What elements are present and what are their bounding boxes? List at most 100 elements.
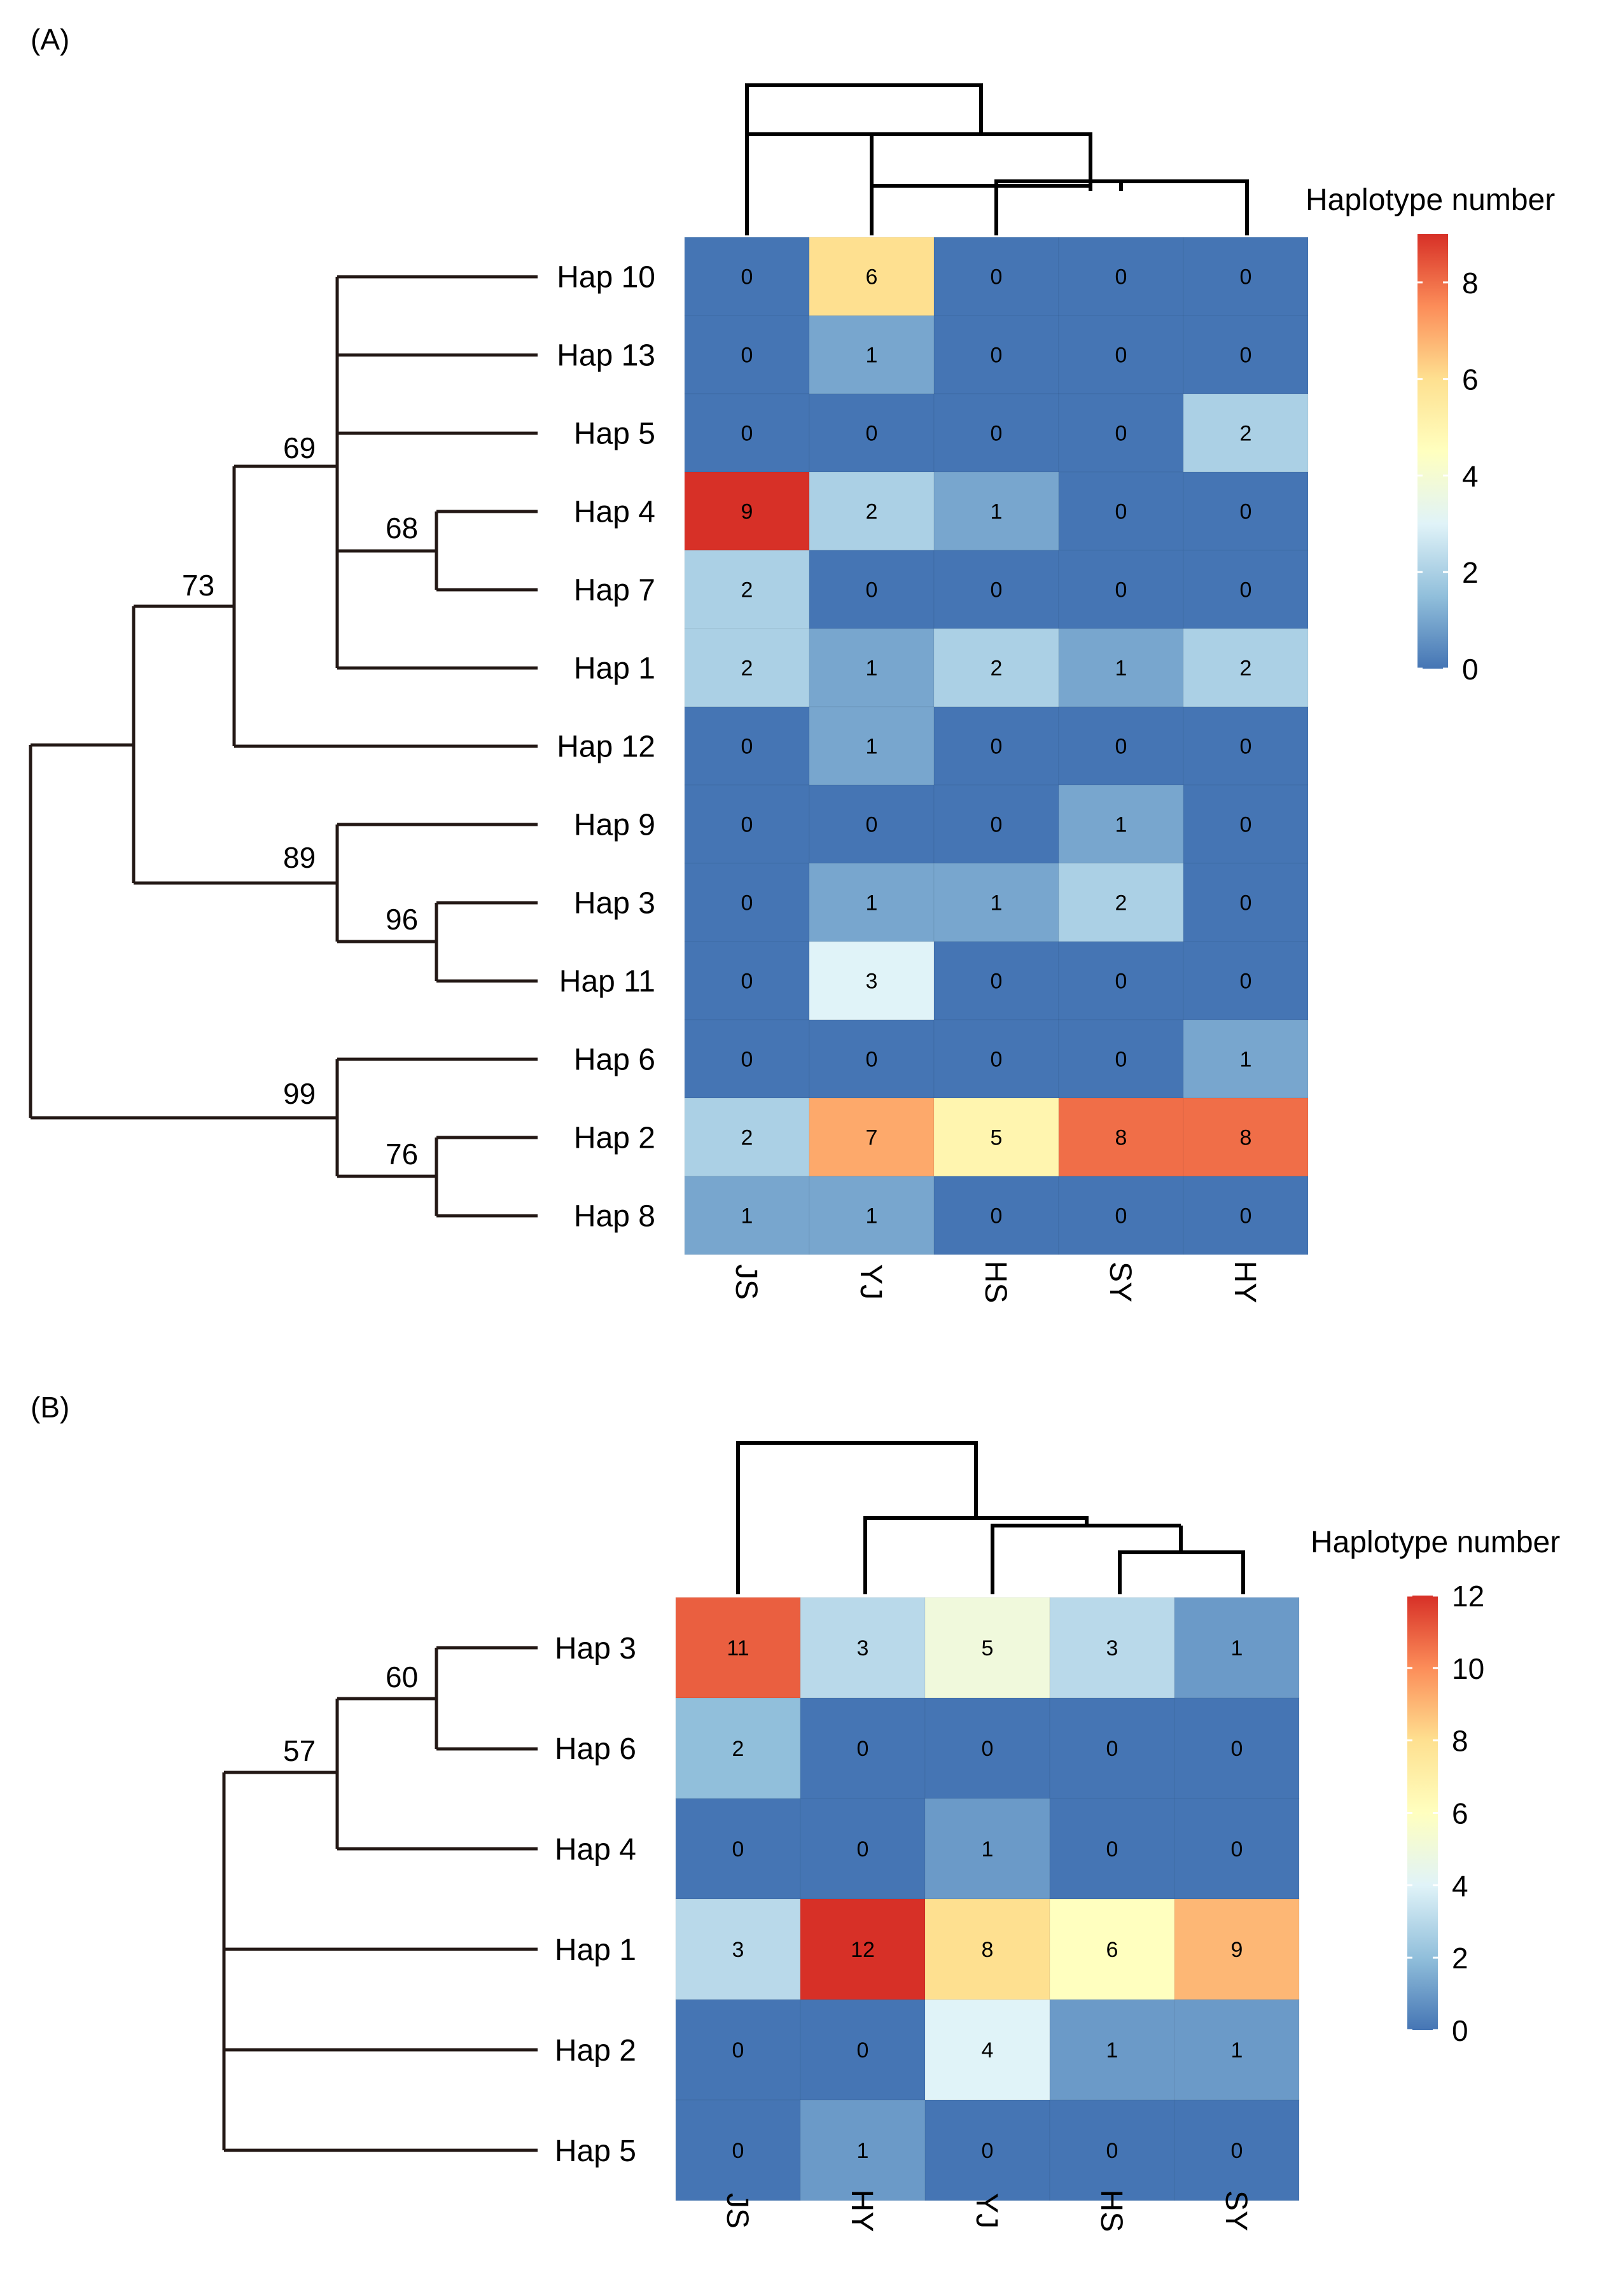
row-label-a-7: Hap 9 [574,809,655,842]
heatmap-a-value-r1-c3: 0 [1115,344,1127,368]
heatmap-b-cell-r0-c1 [800,1597,926,1699]
heatmap-a-value-r3-c1: 2 [866,500,878,524]
tree-a-node-89 [134,824,339,942]
legend-b-tick-label-4: 8 [1452,1725,1468,1758]
heatmap-b-value-r0-c2: 5 [982,1636,994,1660]
heatmap-a-value-r12-c1: 1 [866,1204,878,1228]
legend-b-title: Haplotype number [1311,1526,1560,1559]
heatmap-b-cell-r4-c2 [924,1999,1050,2101]
row-label-a-9: Hap 11 [559,965,655,999]
row-label-a-1: Hap 13 [557,339,655,373]
heatmap-a-value-r0-c4: 0 [1240,265,1252,289]
heatmap-a-value-r12-c0: 1 [741,1204,753,1228]
row-label-a-12: Hap 8 [574,1200,655,1234]
heatmap-a-value-r12-c4: 0 [1240,1204,1252,1228]
col-dendro-a-link-7 [745,132,872,235]
heatmap-b-cell-r3-c0 [675,1898,801,2000]
col-dendro-b-link-1 [1118,1550,1245,1594]
heatmap-a-cell-r9-c4 [1183,941,1309,1020]
heatmap-a-value-r6-c2: 0 [991,735,1003,759]
heatmap-a-value-r6-c1: 1 [866,735,878,759]
heatmap-a-value-r5-c0: 2 [741,657,753,681]
panel-a: (A) [29,23,1555,1303]
heatmap-b-cell-r4-c4 [1174,1999,1300,2101]
heatmap-a-value-r4-c1: 0 [866,578,878,602]
row-label-a-4: Hap 7 [574,574,655,608]
tree-a-node-73 [134,466,236,746]
heatmap-b-cell-r0-c2 [924,1597,1050,1699]
heatmap-b-value-r2-c0: 0 [732,1837,744,1861]
heatmap-a-cell-r7-c2 [933,784,1059,864]
bootstrap-a-68: 68 [386,511,418,545]
heatmap-a-value-r7-c4: 0 [1240,813,1252,837]
heatmap-b-value-r3-c0: 3 [732,1938,744,1962]
heatmap-a-cell-r12-c3 [1058,1176,1184,1255]
heatmap-a-cell-r0-c0 [684,237,810,316]
row-label-b-5: Hap 5 [555,2134,636,2168]
row-labels-a: Hap 10 Hap 13 Hap 5 Hap 4 Hap 7 Hap 1 Hap 12 Ha… [557,261,655,1234]
heatmap-a-value-r4-c0: 2 [741,578,753,602]
bootstrap-b-57: 57 [283,1734,316,1767]
heatmap-a-value-r8-c4: 0 [1240,891,1252,915]
heatmap-b-cell-r2-c0 [675,1798,801,1900]
column-label-b-4: SY [1219,2190,1253,2231]
heatmap-a-value-r11-c0: 2 [741,1126,753,1150]
col-dendro-b-link-4 [863,1516,1089,1594]
heatmap-a: 0 6 0 0 0 0 1 0 0 0 0 0 0 0 2 9 2 1 0 0 2 0 0 0 0 2 1 2 1 2 0 1 0 0 0 0 0 0 1 0… [684,237,1309,1255]
bootstrap-a-96: 96 [386,903,418,936]
heatmap-a-value-r1-c2: 0 [991,344,1003,368]
heatmap-b-value-r1-c1: 0 [857,1737,869,1761]
heatmap-b-value-r3-c1: 12 [851,1938,875,1962]
heatmap-a-value-r10-c2: 0 [991,1048,1003,1072]
heatmap-a-value-r4-c3: 0 [1115,578,1127,602]
heatmap-a-value-r0-c0: 0 [741,265,753,289]
heatmap-a-value-r2-c4: 2 [1240,422,1252,446]
heatmap-a-cell-r10-c3 [1058,1019,1184,1099]
heatmap-a-value-r8-c0: 0 [741,891,753,915]
heatmap-b-value-r0-c0: 11 [727,1636,749,1660]
col-dendro-b-link-2 [991,1524,1181,1594]
heatmap-a-value-r1-c4: 0 [1240,344,1252,368]
heatmap-a-cell-r1-c4 [1183,315,1309,394]
heatmap-a-cell-r7-c1 [809,784,935,864]
row-label-a-10: Hap 6 [574,1043,655,1077]
row-label-a-5: Hap 1 [574,652,655,686]
heatmap-a-value-r7-c0: 0 [741,813,753,837]
heatmap-b: 11 3 5 3 12 0 0 0 00 0 1 0 03 12 8 6 90 0 4 1 10 1 0 0 0 [675,1597,1300,2201]
heatmap-b-cell-r0-c4 [1174,1597,1300,1699]
tree-a-node-69 [234,277,339,668]
heatmap-a-value-r7-c3: 1 [1115,813,1127,837]
heatmap-a-value-r9-c3: 0 [1115,970,1127,994]
heatmap-a-value-r11-c2: 5 [991,1126,1003,1150]
legend-a-tick-label-2: 4 [1462,459,1479,492]
column-label-b-3: HS [1094,2190,1128,2232]
heatmap-b-cell-r4-c1 [800,1999,926,2101]
tree-b-node-60 [337,1648,438,1749]
bootstrap-b-60: 60 [386,1660,418,1694]
heatmap-a-value-r2-c3: 0 [1115,422,1127,446]
heatmap-b-value-r2-c1: 0 [857,1837,869,1861]
heatmap-a-cell-r7-c3 [1058,784,1184,864]
heatmap-a-value-r2-c2: 0 [991,422,1003,446]
heatmap-a-cell-r11-c1 [809,1097,935,1177]
heatmap-a-cell-r5-c1 [809,628,935,707]
heatmap-b-value-r5-c2: 0 [982,2139,994,2163]
heatmap-a-cell-r3-c2 [933,471,1059,551]
row-labels-b: Hap 3 Hap 6 Hap 4 Hap 1 Hap 2 Hap 5 [555,1632,636,2168]
heatmap-a-value-r5-c2: 2 [991,657,1003,681]
legend-a-title: Haplotype number [1306,183,1555,217]
heatmap-a-cell-r6-c1 [809,706,935,786]
heatmap-b-value-r5-c4: 0 [1231,2139,1243,2163]
heatmap-a-value-r1-c0: 0 [741,344,753,368]
col-dendro-a-link-2 [994,179,1185,235]
heatmap-b-value-r1-c3: 0 [1106,1737,1118,1761]
tree-a-node-96 [337,903,438,981]
heatmap-a-cell-r2-c0 [684,393,810,473]
column-labels-b: JS HY YJ HS SY [720,2190,1253,2232]
bootstrap-a-99: 99 [283,1077,316,1110]
heatmap-a-value-r10-c3: 0 [1115,1048,1127,1072]
row-label-b-3: Hap 1 [555,1933,636,1967]
bootstrap-a-69: 69 [283,431,316,464]
heatmap-a-cell-r1-c2 [933,315,1059,394]
